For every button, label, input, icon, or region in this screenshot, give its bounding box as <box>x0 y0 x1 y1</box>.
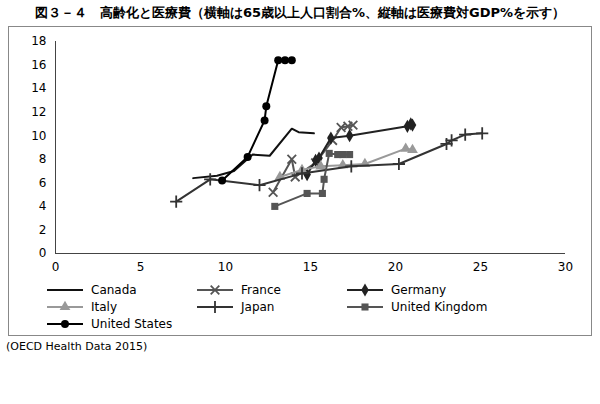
html-text:Germany: Germany <box>391 283 447 297</box>
html-text:United Kingdom: United Kingdom <box>391 300 488 314</box>
svg-text:8: 8 <box>39 152 47 166</box>
html-text:Canada: Canada <box>91 283 137 297</box>
svg-text:4: 4 <box>39 199 47 213</box>
svg-text:25: 25 <box>473 260 488 274</box>
html-text:(OECD Health Data 2015): (OECD Health Data 2015) <box>6 340 148 353</box>
svg-text:12: 12 <box>31 105 46 119</box>
svg-text:20: 20 <box>388 260 403 274</box>
svg-text:5: 5 <box>137 260 145 274</box>
html-text:France: France <box>241 283 281 297</box>
html-text:図３－４ 高齢化と医療費（横軸は65歳以上人口割合%、縦軸は: 図３－４ 高齢化と医療費（横軸は65歳以上人口割合%、縦軸は医療費対GDP%を示… <box>34 5 566 20</box>
html-text:Italy: Italy <box>91 300 117 314</box>
svg-text:30: 30 <box>558 260 573 274</box>
svg-text:16: 16 <box>31 58 46 72</box>
svg-text:14: 14 <box>31 81 46 95</box>
svg-text:15: 15 <box>303 260 318 274</box>
svg-text:10: 10 <box>31 129 46 143</box>
html-text:United States: United States <box>91 317 173 331</box>
svg-text:0: 0 <box>52 260 60 274</box>
html-text:Japan: Japan <box>241 300 275 314</box>
svg-text:10: 10 <box>218 260 233 274</box>
svg-text:0: 0 <box>39 246 47 260</box>
svg-text:18: 18 <box>31 34 46 48</box>
svg-text:6: 6 <box>39 176 47 190</box>
svg-text:2: 2 <box>39 223 47 237</box>
